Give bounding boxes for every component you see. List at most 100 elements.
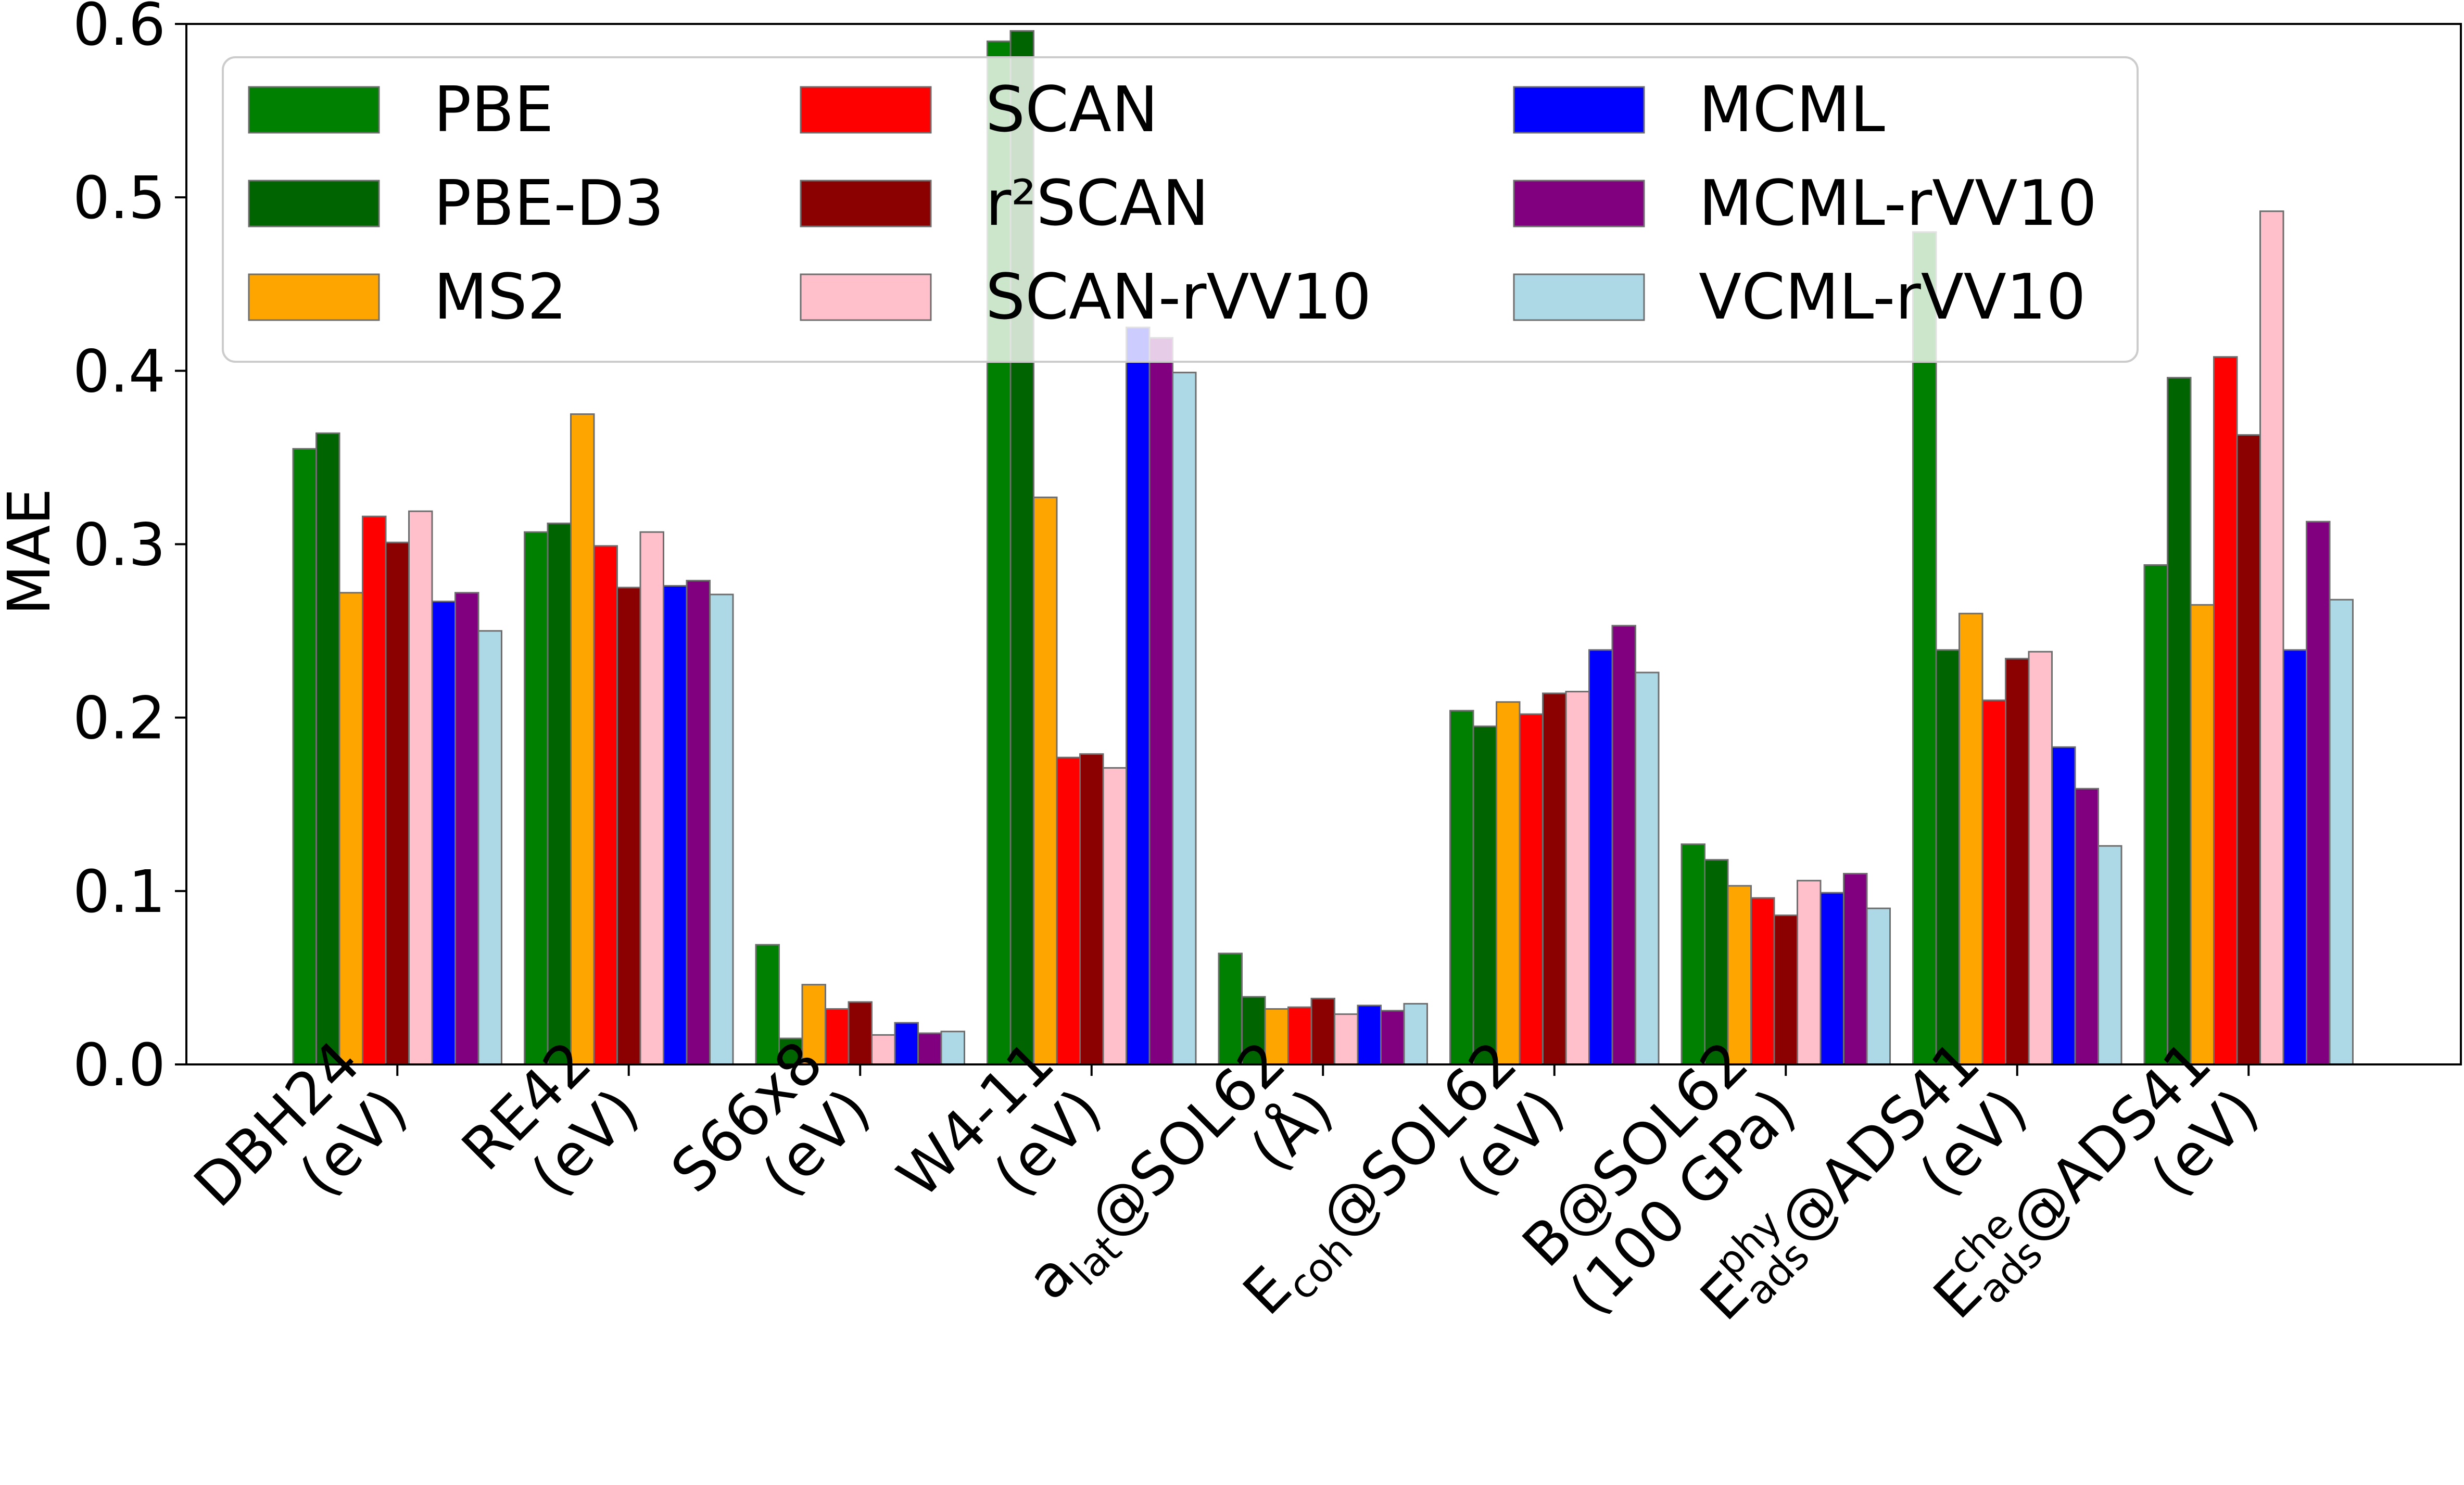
- bar-pbed3-5: [1472, 725, 1497, 1065]
- bar-mcmlrvv10-3: [1148, 337, 1173, 1065]
- bar-mcmlrvv10-1: [686, 579, 711, 1065]
- bar-rscan-7: [2005, 657, 2030, 1065]
- bar-vcmlrvv10-7: [2097, 845, 2122, 1065]
- bar-pbed3-6: [1704, 859, 1729, 1065]
- bar-ms2-6: [1727, 885, 1752, 1065]
- bar-pbed3-1: [547, 523, 572, 1065]
- legend: PBE PBE-D3 MS2 SCAN r²SCAN SCAN-rVV10 MCML MCML…: [222, 56, 2139, 363]
- bar-ms2-8: [2190, 604, 2215, 1065]
- legend-swatch: [248, 86, 380, 134]
- bar-mcmlrvv10-7: [2074, 788, 2099, 1065]
- bar-scanrvv10-7: [2028, 651, 2053, 1065]
- bar-scan-3: [1056, 756, 1081, 1065]
- bar-rscan-5: [1542, 692, 1567, 1065]
- bar-scan-8: [2213, 356, 2238, 1065]
- bar-ms2-4: [1264, 1008, 1289, 1065]
- bar-pbed3-7: [1935, 649, 1960, 1065]
- bar-rscan-0: [385, 541, 410, 1065]
- bar-rscan-3: [1079, 753, 1104, 1065]
- bar-mcmlrvv10-0: [454, 592, 479, 1065]
- y-tick-label: 0.1: [73, 858, 166, 926]
- bar-vcmlrvv10-5: [1635, 671, 1660, 1065]
- legend-label: SCAN-rVV10: [985, 261, 1371, 334]
- bar-pbe-0: [292, 448, 317, 1065]
- bar-vcmlrvv10-8: [2329, 599, 2354, 1065]
- bar-mcml-7: [2051, 746, 2076, 1065]
- y-tick-label: 0.6: [73, 0, 166, 59]
- bar-pbe-8: [2143, 564, 2168, 1065]
- bar-mcml-2: [894, 1022, 919, 1065]
- legend-item-pbe: PBE: [248, 74, 554, 146]
- legend-label: MCML-rVV10: [1699, 168, 2097, 240]
- bar-scanrvv10-3: [1102, 767, 1127, 1065]
- legend-swatch: [248, 273, 380, 321]
- legend-label: PBE-D3: [434, 168, 664, 240]
- bar-scanrvv10-8: [2259, 210, 2284, 1065]
- legend-item-ms2: MS2: [248, 261, 567, 334]
- y-tick-label: 0.3: [73, 512, 166, 579]
- legend-label: MCML: [1699, 74, 1885, 146]
- legend-swatch: [1513, 86, 1645, 134]
- bar-scanrvv10-2: [871, 1034, 896, 1065]
- y-tick-label: 0.0: [73, 1032, 166, 1099]
- y-axis-label: MAE: [0, 488, 64, 615]
- bar-rscan-6: [1773, 914, 1798, 1065]
- bar-mcmlrvv10-8: [2306, 521, 2331, 1065]
- bar-mcml-4: [1357, 1005, 1382, 1065]
- bar-mcml-6: [1819, 892, 1844, 1065]
- bar-mcmlrvv10-5: [1611, 625, 1636, 1065]
- legend-item-pbed3: PBE-D3: [248, 168, 664, 240]
- bar-ms2-7: [1958, 613, 1983, 1065]
- legend-item-scanrvv10: SCAN-rVV10: [800, 261, 1371, 334]
- bar-pbed3-8: [2167, 377, 2192, 1065]
- legend-item-rscan: r²SCAN: [800, 168, 1209, 240]
- bar-ms2-1: [570, 413, 595, 1065]
- bar-ms2-0: [338, 592, 363, 1065]
- bar-scan-4: [1287, 1006, 1312, 1065]
- legend-swatch: [248, 180, 380, 227]
- bar-rscan-4: [1310, 997, 1335, 1065]
- bar-rscan-1: [616, 587, 641, 1065]
- y-tick-label: 0.4: [73, 338, 166, 405]
- bar-scanrvv10-6: [1797, 880, 1822, 1065]
- bar-scan-7: [1981, 699, 2006, 1065]
- bar-mcmlrvv10-2: [917, 1032, 942, 1065]
- bar-scanrvv10-0: [408, 510, 433, 1065]
- bar-mcmlrvv10-4: [1380, 1010, 1405, 1065]
- bars-layer: [292, 30, 2354, 1065]
- bar-ms2-3: [1033, 497, 1058, 1065]
- bar-scan-1: [593, 545, 618, 1065]
- bar-scan-0: [362, 515, 387, 1065]
- legend-item-vcmlrvv10: VCML-rVV10: [1513, 261, 2086, 334]
- bar-vcmlrvv10-4: [1403, 1002, 1428, 1065]
- bar-vcmlrvv10-1: [709, 593, 734, 1065]
- bar-mcml-1: [663, 585, 688, 1065]
- bar-vcmlrvv10-0: [477, 630, 502, 1065]
- axes-layer: 0.0 0.1 0.2 0.3 0.4 0.5 0.6: [73, 0, 2462, 1099]
- legend-swatch: [800, 86, 932, 134]
- x-tick-labels: DBH24(eV) RE42(eV) S66x8(eV) W4-11(eV)alat@…: [182, 1029, 2272, 1334]
- bar-pbe-5: [1449, 709, 1474, 1065]
- bar-vcmlrvv10-3: [1172, 372, 1197, 1065]
- bar-scanrvv10-4: [1334, 1013, 1359, 1065]
- bar-pbe-6: [1680, 843, 1705, 1065]
- legend-swatch: [800, 180, 932, 227]
- legend-frame: [222, 56, 2139, 363]
- legend-swatch: [1513, 180, 1645, 227]
- bar-scan-5: [1519, 713, 1544, 1065]
- bar-ms2-5: [1496, 701, 1521, 1065]
- legend-swatch: [800, 273, 932, 321]
- bar-mcml-8: [2282, 649, 2307, 1065]
- bar-mcml-5: [1588, 649, 1613, 1065]
- bar-pbed3-4: [1241, 996, 1266, 1065]
- legend-item-scan: SCAN: [800, 74, 1158, 146]
- bar-mcml-3: [1126, 326, 1151, 1065]
- legend-label: VCML-rVV10: [1699, 261, 2086, 334]
- legend-swatch: [1513, 273, 1645, 321]
- bar-scanrvv10-5: [1565, 691, 1590, 1065]
- legend-label: r²SCAN: [985, 168, 1209, 240]
- bar-pbed3-0: [315, 432, 340, 1065]
- bar-rscan-8: [2236, 434, 2261, 1065]
- bar-vcmlrvv10-2: [940, 1031, 965, 1065]
